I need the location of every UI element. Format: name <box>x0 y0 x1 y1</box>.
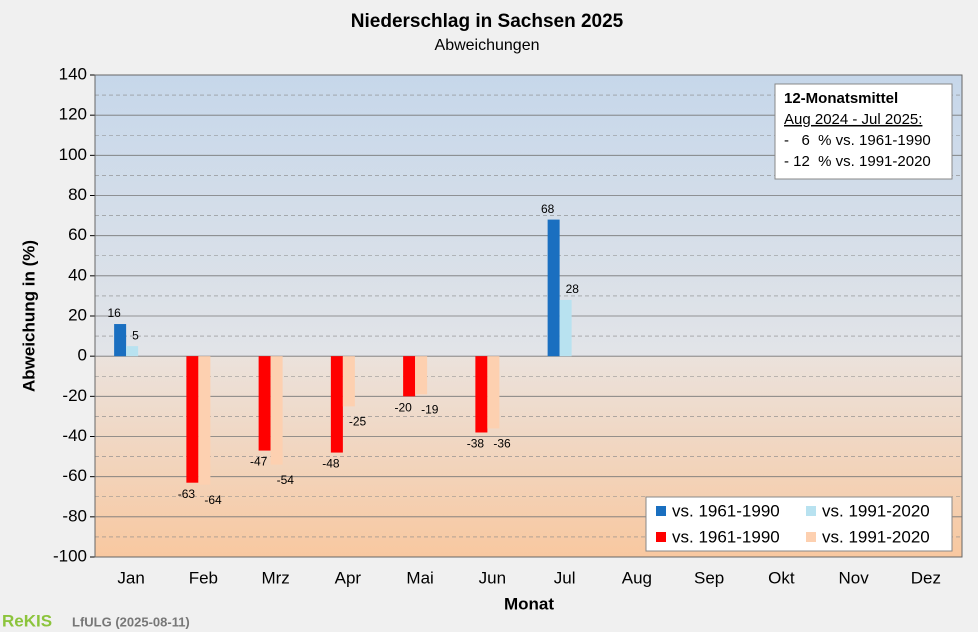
legend-label: vs. 1961-1990 <box>672 527 780 546</box>
value-label: 5 <box>132 328 139 342</box>
value-label: -25 <box>349 415 367 429</box>
x-tick-label: Feb <box>189 568 218 587</box>
bar <box>198 356 211 485</box>
value-label: -47 <box>250 455 268 469</box>
y-tick-label: 120 <box>59 105 87 124</box>
legend-swatch <box>806 532 816 542</box>
y-tick-label: -100 <box>53 546 87 565</box>
bar <box>475 356 488 433</box>
bar <box>342 356 355 407</box>
x-tick-label: Aug <box>622 568 652 587</box>
x-tick-label: Okt <box>768 568 795 587</box>
bar <box>126 346 139 357</box>
legend-swatch <box>656 506 666 516</box>
legend-label: vs. 1991-2020 <box>822 527 930 546</box>
y-tick-label: 40 <box>68 265 87 284</box>
x-tick-label: Sep <box>694 568 724 587</box>
value-label: -54 <box>277 473 295 487</box>
x-tick-label: Mrz <box>261 568 289 587</box>
y-tick-label: 100 <box>59 145 87 164</box>
bar <box>258 356 271 451</box>
bar <box>270 356 283 465</box>
y-tick-label: 80 <box>68 185 87 204</box>
bar <box>415 356 428 395</box>
x-tick-label: Jul <box>554 568 576 587</box>
value-label: -64 <box>204 493 222 507</box>
bar <box>547 219 560 357</box>
value-label: -20 <box>394 401 412 415</box>
y-tick-label: -20 <box>62 386 87 405</box>
x-tick-label: Nov <box>839 568 870 587</box>
annotation-period: Aug 2024 - Jul 2025: <box>784 111 922 128</box>
value-label: 16 <box>107 306 121 320</box>
bar <box>186 356 199 483</box>
plot-frame <box>94 74 963 558</box>
bar <box>559 299 572 357</box>
annotation-line: - 12 % vs. 1991-2020 <box>784 153 931 170</box>
bar <box>403 356 416 397</box>
legend-swatch <box>656 532 666 542</box>
footer-source: LfULG (2025-08-11) <box>72 614 190 629</box>
x-tick-label: Jun <box>479 568 506 587</box>
legend-label: vs. 1991-2020 <box>822 501 930 520</box>
legend-swatch <box>806 506 816 516</box>
chart-subtitle: Abweichungen <box>435 37 540 54</box>
legend-label: vs. 1961-1990 <box>672 501 780 520</box>
legend-box <box>645 496 953 552</box>
bar <box>114 324 127 357</box>
y-axis-label: Abweichung in (%) <box>19 240 38 392</box>
y-tick-label: 20 <box>68 305 87 324</box>
annotation-line: - 6 % vs. 1961-1990 <box>784 132 931 149</box>
y-tick-label: -40 <box>62 426 87 445</box>
value-label: -36 <box>493 437 511 451</box>
x-tick-label: Mai <box>406 568 433 587</box>
x-axis-label: Monat <box>504 594 554 613</box>
annotation-title: 12-Monatsmittel <box>784 90 898 107</box>
x-tick-label: Dez <box>911 568 941 587</box>
value-label: 68 <box>541 202 555 216</box>
value-label: -63 <box>178 487 196 501</box>
y-tick-label: -60 <box>62 466 87 485</box>
bar <box>330 356 343 453</box>
x-tick-label: Apr <box>335 568 362 587</box>
y-tick-label: -80 <box>62 506 87 525</box>
y-tick-label: 0 <box>78 346 87 365</box>
x-tick-label: Jan <box>117 568 144 587</box>
value-label: 28 <box>566 282 580 296</box>
y-tick-label: 140 <box>59 64 87 83</box>
value-label: -38 <box>467 437 485 451</box>
value-label: -19 <box>421 402 439 416</box>
y-tick-label: 60 <box>68 225 87 244</box>
annotation-box <box>774 83 953 180</box>
value-label: -48 <box>322 457 340 471</box>
bar <box>487 356 500 429</box>
chart-title: Niederschlag in Sachsen 2025 <box>351 11 624 32</box>
footer-brand: ReKIS <box>2 611 52 630</box>
